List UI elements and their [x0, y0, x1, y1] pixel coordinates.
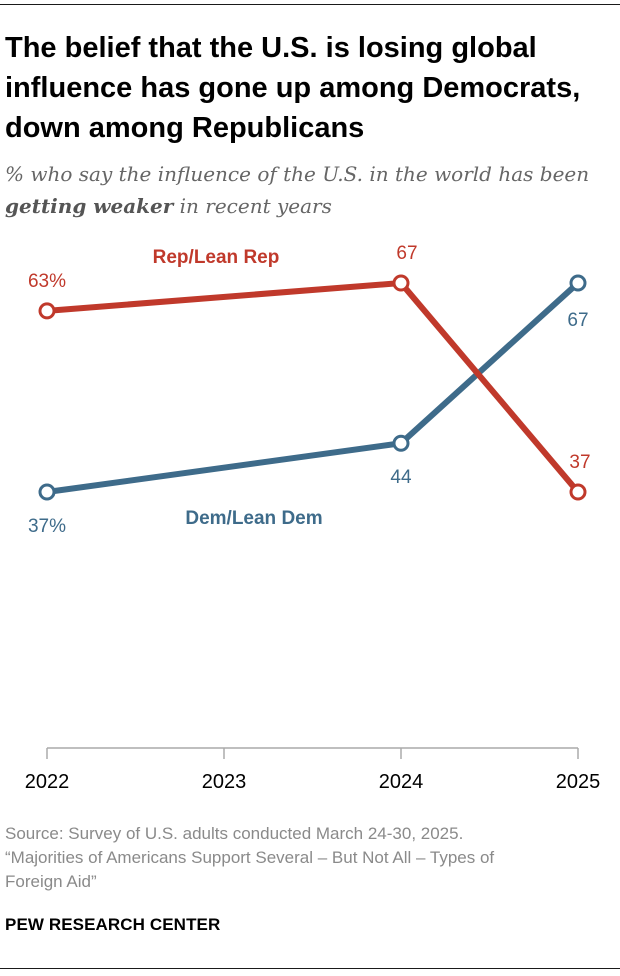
x-tick-label-2024: 2024 — [379, 771, 424, 793]
chart-title: The belief that the U.S. is losing globa… — [5, 32, 581, 144]
rep-data-label-2025: 37 — [569, 452, 590, 473]
subtitle-text-post: in recent years — [173, 194, 332, 218]
rep-point-2024 — [392, 274, 410, 292]
dem-series-name: Dem/Lean Dem — [185, 508, 322, 529]
subtitle-emphasis: getting weaker — [5, 194, 174, 218]
rep-point-2022 — [38, 302, 56, 320]
rep-data-label-2022: 63% — [28, 271, 66, 292]
x-tick-label-2025: 2025 — [556, 771, 601, 793]
subtitle-text-pre: % who say the influence of the U.S. in t… — [5, 162, 590, 186]
dem-series-line — [44, 280, 581, 495]
top-rule — [0, 4, 620, 5]
source-line-1: Source: Survey of U.S. adults conducted … — [5, 824, 464, 843]
source-note: Source: Survey of U.S. adults conducted … — [5, 822, 605, 894]
rep-point-2025 — [569, 483, 587, 501]
dem-point-2025 — [569, 274, 587, 292]
x-tick-label-2022: 2022 — [25, 771, 70, 793]
pew-credit: PEW RESEARCH CENTER — [5, 915, 221, 934]
chart-subtitle: % who say the influence of the U.S. in t… — [5, 158, 615, 222]
dem-point-2022 — [38, 483, 56, 501]
source-line-3: Foreign Aid” — [5, 872, 97, 891]
dem-data-label-2024: 44 — [390, 467, 412, 488]
dem-data-label-2025: 67 — [567, 310, 588, 331]
x-tick-label-2023: 2023 — [202, 771, 247, 793]
line-chart: 2022 2023 2024 2025 37% 44 67 Dem/Lean Dem 63% 67… — [25, 243, 601, 793]
bottom-rule — [0, 968, 620, 969]
rep-series-line — [44, 280, 581, 495]
dem-point-2024 — [392, 434, 410, 452]
rep-series-name: Rep/Lean Rep — [153, 247, 280, 268]
source-line-2: “Majorities of Americans Support Several… — [5, 848, 495, 867]
dem-data-label-2022: 37% — [28, 516, 66, 537]
rep-data-label-2024: 67 — [396, 243, 417, 264]
